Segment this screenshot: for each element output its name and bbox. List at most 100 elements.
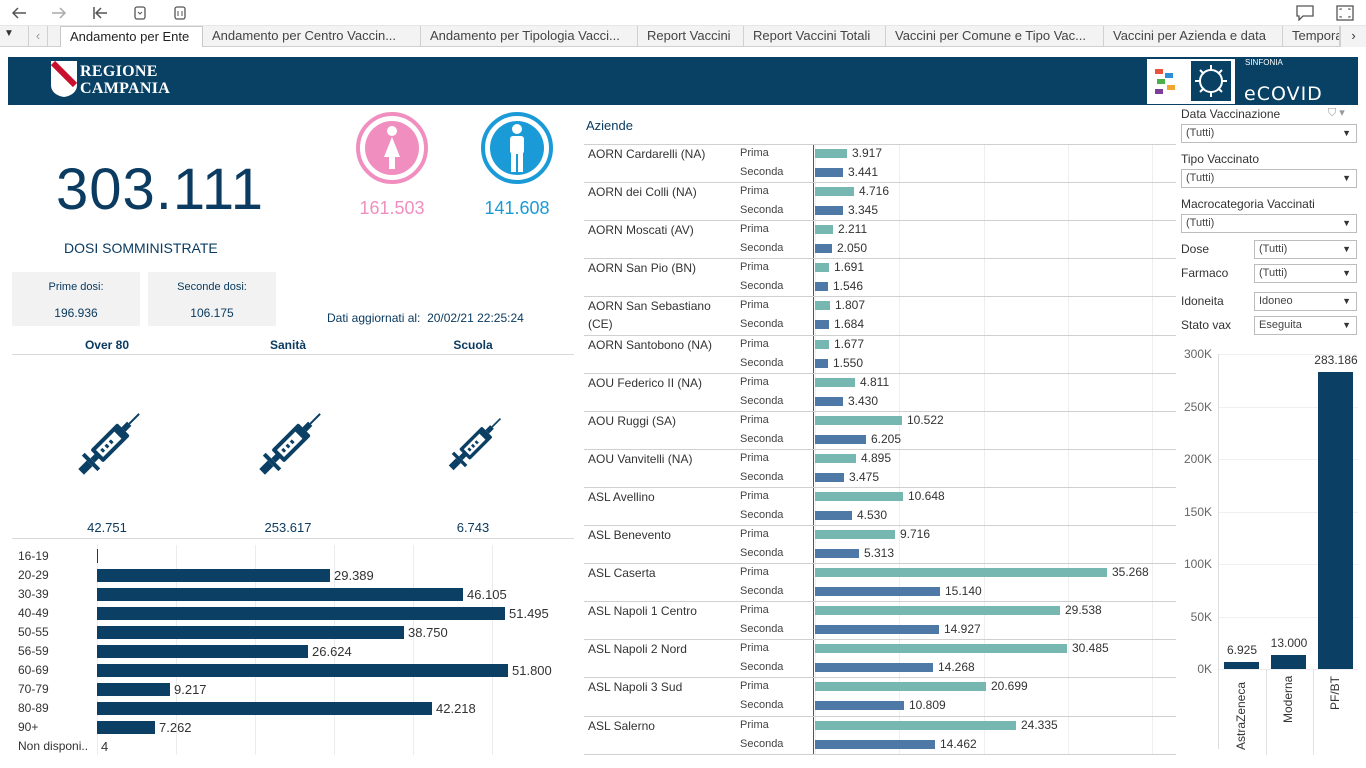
- chevron-down-icon: ▼: [1342, 244, 1351, 254]
- vaccine-gridline: [1218, 616, 1358, 618]
- pause-icon[interactable]: [169, 3, 191, 23]
- dose-label-prima: Prima: [740, 489, 769, 502]
- dose-label-prima: Prima: [740, 337, 769, 350]
- bar-seconda-value: 3.345: [848, 203, 879, 218]
- filter-tipo-vaccinato-select[interactable]: (Tutti) ▼: [1181, 169, 1357, 188]
- bar-seconda: [815, 206, 843, 216]
- fullscreen-icon[interactable]: [1334, 3, 1356, 23]
- bar-seconda: [815, 358, 828, 368]
- filter-idoneita-select[interactable]: Idoneo ▼: [1254, 292, 1357, 311]
- header-banner: [8, 57, 1358, 105]
- dose-label-seconda: Seconda: [740, 661, 784, 674]
- dose-label-prima: Prima: [740, 147, 769, 159]
- syringe-icon: [432, 400, 516, 490]
- total-doses-label: DOSI SOMMINISTRATE: [64, 240, 218, 256]
- aziende-name: ASL Caserta: [588, 566, 656, 581]
- dose-label-prima: Prima: [740, 680, 769, 693]
- dose-label-seconda: Seconda: [740, 470, 784, 483]
- tab-scroll-left-icon[interactable]: ‹: [28, 26, 48, 47]
- dose-label-seconda: Seconda: [740, 585, 784, 598]
- filter-farmaco-select[interactable]: (Tutti) ▼: [1254, 264, 1357, 283]
- vaccine-axis-tick: 100K: [1183, 557, 1212, 571]
- age-bar: [97, 569, 330, 582]
- age-value: 46.105: [467, 587, 507, 602]
- filter-dose-select[interactable]: (Tutti) ▼: [1254, 240, 1357, 259]
- age-bar: [97, 702, 432, 715]
- aziende-row: [584, 525, 1176, 563]
- region-logo-text: REGIONE CAMPANIA: [80, 63, 171, 97]
- tab-report-vaccini[interactable]: Report Vaccini: [638, 26, 744, 47]
- bar-prima: [815, 225, 833, 235]
- filter-label-data-vaccinazione: Data Vaccinazione: [1181, 107, 1281, 121]
- dose-label-prima: Prima: [740, 261, 769, 274]
- vaccine-gridline: [1218, 669, 1358, 670]
- age-label: 90+: [18, 720, 39, 734]
- comment-icon[interactable]: [1294, 3, 1316, 23]
- age-label: Non disponi..: [18, 739, 89, 753]
- chevron-down-icon: ▼: [1342, 173, 1351, 183]
- dose-label-seconda: Seconda: [740, 318, 784, 331]
- bar-prima-value: 4.811: [860, 374, 890, 389]
- tab-vaccini-per-comune-e-tipo-vac[interactable]: Vaccini per Comune e Tipo Vac...: [886, 26, 1104, 47]
- filter-label-farmaco: Farmaco: [1181, 266, 1229, 280]
- male-icon: [479, 110, 555, 186]
- aziende-name: AORN San Sebastiano (CE): [588, 299, 711, 332]
- age-bar: [97, 626, 404, 639]
- tab-andamento-per-ente[interactable]: Andamento per Ente: [60, 26, 203, 47]
- forward-icon[interactable]: [48, 3, 70, 23]
- female-count: 161.503: [359, 198, 425, 218]
- category-label-1: Over 80: [84, 338, 130, 352]
- brand-big: eCOVID: [1244, 83, 1323, 105]
- bar-seconda-value: 14.927: [944, 622, 981, 637]
- filter-data-vaccinazione-select[interactable]: (Tutti) ▼: [1181, 124, 1357, 143]
- category-label-2: Sanità: [269, 338, 306, 352]
- tab-vaccini-per-azienda-e-data[interactable]: Vaccini per Azienda e data: [1104, 26, 1283, 47]
- back-icon[interactable]: [8, 3, 30, 23]
- tab-andamento-per-centro-vaccin[interactable]: Andamento per Centro Vaccin...: [203, 26, 421, 47]
- age-value: 38.750: [408, 625, 448, 640]
- dose-label-prima: Prima: [740, 604, 769, 617]
- campania-emblem-icon: [50, 60, 78, 98]
- aziende-name: AORN Cardarelli (NA): [588, 147, 706, 161]
- aziende-row: [584, 639, 1176, 677]
- filter-macrocategoria-vaccinati-select[interactable]: (Tutti) ▼: [1181, 214, 1357, 233]
- second-doses-label: Seconde dosi:: [177, 281, 247, 293]
- bar-seconda: [815, 168, 843, 177]
- bar-prima-value: 4.716: [859, 184, 890, 199]
- bar-seconda-value: 4.530: [857, 507, 888, 522]
- second-doses-value: 106.175: [190, 306, 234, 320]
- bar-prima: [815, 530, 895, 539]
- updated-at: Dati aggiornati al: 20/02/21 22:25:24: [327, 311, 524, 325]
- refresh-icon[interactable]: [129, 3, 151, 23]
- age-bar: [97, 549, 98, 563]
- aziende-row: [584, 334, 1176, 373]
- bar-prima-value: 29.538: [1065, 603, 1102, 618]
- age-value: 26.624: [312, 644, 352, 659]
- category-label-3: Scuola: [453, 338, 493, 352]
- bar-prima: [815, 682, 986, 692]
- tab-report-vaccini-totali[interactable]: Report Vaccini Totali: [744, 26, 886, 47]
- bar-seconda-value: 1.550: [833, 355, 864, 370]
- tab-tempora[interactable]: Tempora: [1283, 26, 1340, 47]
- age-bar: [97, 721, 155, 734]
- first-page-icon[interactable]: [89, 3, 111, 23]
- age-bar: [97, 683, 170, 696]
- filter-label-stato-vax: Stato vax: [1181, 318, 1232, 332]
- filter-stato-vax-select[interactable]: Eseguita ▼: [1254, 316, 1357, 335]
- bar-prima-value: 10.522: [907, 412, 944, 427]
- bar-seconda: [815, 739, 935, 749]
- tab-andamento-per-tipologia-vacci[interactable]: Andamento per Tipologia Vacci...: [421, 26, 638, 47]
- tab-scroll-right-icon[interactable]: ›: [1340, 26, 1366, 47]
- bar-prima-value: 1.807: [835, 298, 866, 313]
- filter-value: (Tutti): [1259, 267, 1288, 279]
- filter-label-dose: Dose: [1181, 242, 1210, 256]
- bar-seconda: [815, 587, 940, 597]
- tabs-menu-icon[interactable]: ▼: [4, 28, 14, 39]
- chevron-down-icon: ▼: [1342, 320, 1351, 330]
- aziende-name: AORN Moscati (AV): [588, 223, 694, 238]
- age-label: 80-89: [18, 701, 49, 715]
- filter-icon[interactable]: ⛉ ▾: [1328, 107, 1345, 119]
- prime-doses-box: Prime dosi: 196.936: [12, 272, 140, 326]
- bar-prima: [815, 149, 847, 158]
- age-value: 51.800: [512, 663, 552, 678]
